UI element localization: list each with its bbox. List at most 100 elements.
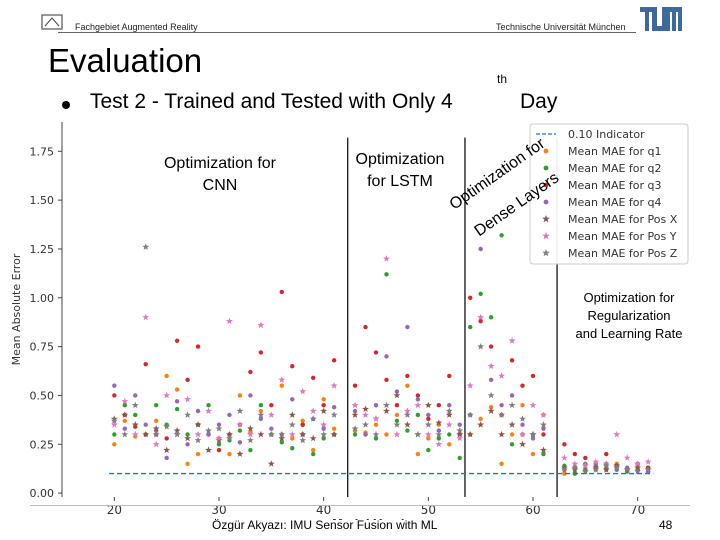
data-point-posz [215,425,223,432]
annotation-regularization: Regularization [587,308,670,323]
data-point-posy [247,430,254,438]
y-tick-label: 0.50 [30,389,55,402]
data-point-q3 [174,338,180,343]
data-point-posz [226,434,233,442]
data-point-posy [393,430,401,438]
data-point-posz [163,423,171,430]
data-point-q3 [248,369,253,375]
data-point-posx [435,419,443,426]
legend-swatch [542,215,550,223]
data-point-posy [288,430,296,438]
data-point-q3 [164,436,169,441]
data-point-posy [613,430,621,438]
data-point-posy [110,421,118,428]
legend-label: Mean MAE for q3 [568,179,662,192]
data-point-posy [152,440,160,448]
data-point-posy [362,411,369,418]
data-point-posz [383,401,390,409]
bullet-tail: Day [520,90,558,113]
data-point-posx [121,411,129,418]
data-point-q3 [541,432,546,437]
data-point-q3 [478,319,483,324]
data-point-posz [445,407,453,414]
data-point-q3 [604,451,609,457]
data-point-posy [435,440,443,448]
bullet-icon [62,101,70,109]
data-point-q4 [457,422,462,427]
data-point-q4 [541,426,546,431]
data-point-posz [498,411,505,418]
data-point-posx [236,450,244,457]
data-point-posz [477,343,485,350]
data-point-posy [142,313,150,321]
data-point-q3 [258,350,264,355]
data-point-posy [466,382,474,389]
data-point-q2 [311,451,316,457]
data-point-q4 [143,422,148,427]
data-point-posx [278,434,286,442]
data-point-posy [581,462,589,469]
data-point-posy [372,415,380,422]
data-point-q3 [195,344,201,349]
data-point-q4 [164,455,169,461]
data-point-q3 [509,358,515,363]
annotation-lstm: for LSTM [367,173,433,190]
data-point-posz [508,401,516,409]
data-point-posy [634,460,642,467]
data-point-posy [330,382,338,389]
data-point-q4 [530,436,536,441]
data-point-posy [309,407,317,414]
data-point-posy [445,421,453,428]
data-point-posz [320,430,328,438]
data-point-posx [226,430,233,438]
data-point-q2 [488,315,494,320]
data-point-posy [121,397,129,405]
data-point-posy [592,458,600,465]
data-point-q3 [300,422,305,427]
data-point-q3 [290,363,295,369]
data-point-q2 [290,445,295,451]
data-point-posz [634,468,642,475]
data-point-q3 [520,383,525,388]
data-point-posx [519,440,526,448]
data-point-posz [299,436,307,444]
data-point-q4 [415,397,421,402]
data-point-q1 [321,397,326,402]
data-point-posx [393,391,401,399]
data-point-q2 [447,432,452,437]
legend-swatch [542,249,550,257]
data-point-q2 [352,432,358,437]
data-point-q4 [405,324,410,330]
x-tick-label: 20 [107,503,122,517]
data-point-posy [163,391,171,399]
x-tick-label: 30 [211,503,226,517]
y-tick-label: 1.00 [30,292,55,305]
data-point-posy [131,430,139,438]
data-point-posz [519,415,526,422]
data-point-posy [226,317,233,325]
data-point-q4 [227,412,232,418]
data-point-posz [456,427,464,434]
data-point-q2 [206,403,211,408]
data-point-q1 [520,403,525,408]
data-point-posy [184,395,191,403]
data-point-q3 [488,344,494,349]
data-point-posz [194,436,202,444]
data-point-posx [571,466,579,473]
data-point-q1 [384,432,389,437]
data-point-posz [529,430,537,438]
data-point-posx [445,411,453,418]
data-point-q4 [520,422,525,427]
data-point-posx [163,446,171,453]
data-point-posy [215,434,223,442]
bullet-text: Test 2 - Trained and Tested with Only 4 [90,90,453,113]
data-point-posx [257,430,265,438]
data-point-posx [299,430,307,438]
legend-label: Mean MAE for q1 [568,145,662,158]
data-point-posz [581,468,589,475]
data-point-posx [247,425,254,432]
data-point-posz [152,430,160,438]
data-point-q2 [133,412,138,418]
data-point-q3 [562,442,567,447]
data-point-q3 [311,375,316,381]
